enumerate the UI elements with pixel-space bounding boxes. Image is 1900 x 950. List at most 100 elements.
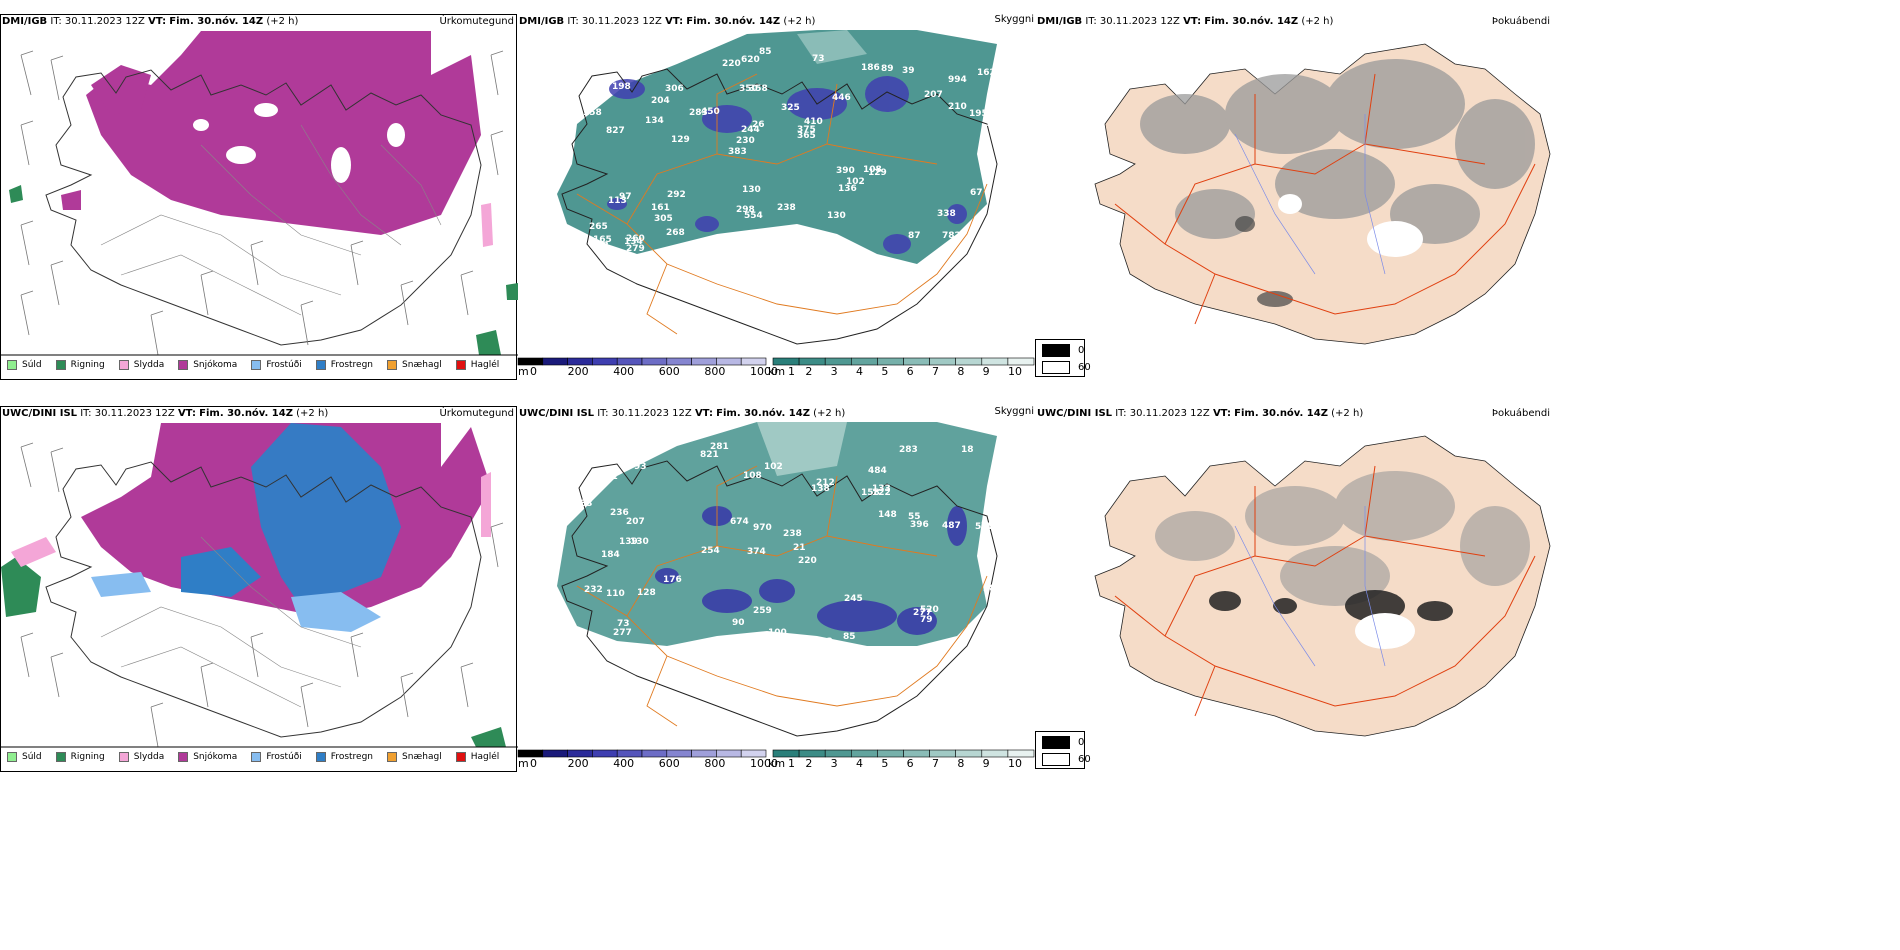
colorbar-segment (955, 749, 983, 758)
visibility-value-label: 365 (797, 131, 816, 141)
visibility-value-label: 220 (722, 59, 741, 69)
visibility-value-label: 281 (710, 442, 729, 452)
colorbar-tick-label: 10 (1008, 365, 1022, 378)
visibility-value-label: 113 (608, 196, 627, 206)
product-title: Úrkomutegund (439, 16, 514, 27)
colorbar-segment (824, 749, 852, 758)
visibility-value-label: 129 (868, 168, 887, 178)
legend-item: Slydda (118, 752, 164, 762)
visibility-value-label: 100 (768, 628, 787, 638)
visibility-value-label: 358 (749, 84, 768, 94)
colorbar-unit-m: m (518, 757, 529, 770)
colorbar-tick-label: 7 (932, 365, 939, 378)
visibility-value-label: 268 (666, 228, 685, 238)
panel-header: UWC/DINI ISL IT: 30.11.2023 12Z VT: Fim.… (1037, 408, 1364, 419)
rain-area (506, 283, 518, 300)
colorbar-tick-label: 2 (805, 757, 813, 770)
visibility-value-label: 134 (624, 237, 643, 247)
legend-item: Snæhagl (387, 752, 442, 762)
colorbar-segment (1007, 357, 1035, 366)
visibility-value-label: 128 (637, 588, 656, 598)
colorbar-segment (903, 749, 930, 758)
colorbar-segment (542, 749, 568, 758)
visibility-value-label: 108 (863, 165, 882, 175)
panel-dmi-precip-type: Súld Rigning Slydda Snjókoma Frostúði Frostre… (0, 14, 518, 380)
panel-header: DMI/IGB IT: 30.11.2023 12Z VT: Fim. 30.n… (1037, 16, 1334, 27)
colorbar-tick-label: 1 (788, 757, 795, 770)
colorbar-segment (740, 357, 767, 366)
legend-swatch (251, 360, 262, 370)
colorbar-segment (517, 357, 544, 366)
colorbar-segment (903, 357, 930, 366)
product-title: Þokuábendi (1491, 16, 1550, 27)
visibility-value-label: 207 (924, 90, 943, 100)
colorbar-tick-label: 9 (982, 365, 990, 378)
visibility-value-label: 158 (861, 488, 880, 498)
visibility-value-label: 108 (743, 471, 762, 481)
sleet-area (11, 537, 56, 567)
iceland-coastline (561, 460, 998, 737)
visibility-field (557, 422, 997, 646)
legend-item: Haglél (455, 752, 499, 762)
visibility-value-label: 90 (732, 618, 745, 628)
visibility-value-label: 79 (920, 615, 933, 625)
legend-label: Frostregn (330, 752, 374, 762)
iceland-coastline (45, 69, 482, 346)
panel-uwc-fog: 0 60 (1035, 406, 1555, 772)
visibility-value-label: 158 (583, 108, 602, 118)
colorbar-segment (616, 749, 643, 758)
snow-area (86, 31, 481, 235)
fog-shading (1140, 59, 1535, 244)
visibility-value-label: 102 (846, 177, 865, 187)
visibility-colorbar-m (517, 357, 767, 366)
visibility-field (557, 30, 997, 264)
visibility-value-label: 782 (942, 231, 961, 241)
visibility-value-label: 338 (937, 209, 956, 219)
legend-swatch (387, 360, 398, 370)
legend-swatch (315, 360, 326, 370)
legend-label: Snæhagl (402, 360, 442, 370)
colorbar-tick-label: 2 (805, 365, 813, 378)
colorbar-tick-label: 400 (613, 365, 635, 378)
colorbar-segment (981, 357, 1009, 366)
colorbar-tick-label: 5 (881, 365, 889, 378)
visibility-value-label: 67 (970, 188, 983, 198)
colorbar-tick-label: 10 (1008, 757, 1022, 770)
panel-uwc-visibility: 281 484 555 374 220 130 231 158 184 138 238 277 821 2… (517, 406, 1035, 772)
colorbar-tick-label: 6 (906, 757, 914, 770)
panel-header: UWC/DINI ISL IT: 30.11.2023 12Z VT: Fim.… (2, 408, 329, 419)
colorbar-tick-label: 800 (704, 757, 726, 770)
visibility-value-label: 97 (619, 192, 632, 202)
colorbar-segment (877, 749, 904, 758)
visibility-map-uwc: 281 484 555 374 220 130 231 158 184 138 238 277 821 2… (517, 422, 1035, 758)
visibility-value-label: 83 (580, 499, 593, 509)
colorbar-segment (740, 749, 767, 758)
colorbar-tick-label: 7 (932, 757, 939, 770)
legend-item: Frostregn (315, 752, 374, 762)
panel-dmi-fog: 0 60 (1035, 14, 1555, 380)
colorbar-tick-label: 3 (830, 365, 838, 378)
visibility-value-label: 238 (777, 203, 796, 213)
wind-barbs (20, 442, 504, 747)
product-title: Úrkomutegund (439, 408, 514, 419)
visibility-value-label: 292 (667, 190, 686, 200)
colorbar-tick-label: 800 (704, 365, 726, 378)
colorbar-segment (616, 357, 643, 366)
legend-item: Súld (7, 360, 42, 370)
product-title: Þokuábendi (1491, 408, 1550, 419)
visibility-value-label: 410 (804, 117, 823, 127)
visibility-value-label: 674 (730, 517, 749, 527)
iceland-coastline (561, 68, 998, 345)
visibility-value-label: 165 (593, 235, 612, 245)
colorbar-tick-label: 6 (906, 365, 914, 378)
panel-header: DMI/IGB IT: 30.11.2023 12Z VT: Fim. 30.n… (519, 16, 816, 27)
visibility-value-label: 264 (981, 521, 1000, 531)
legend-swatch (55, 752, 66, 762)
colorbar-tick-label: 8 (957, 757, 965, 770)
visibility-value-label: 89 (881, 64, 894, 74)
legend-swatch (315, 752, 326, 762)
visibility-value-label: 450 (701, 107, 720, 117)
colorbar-tick-label: 8 (957, 365, 965, 378)
precip-map-dmi (1, 31, 518, 356)
colorbar-tick-label: 1000 (750, 757, 778, 770)
